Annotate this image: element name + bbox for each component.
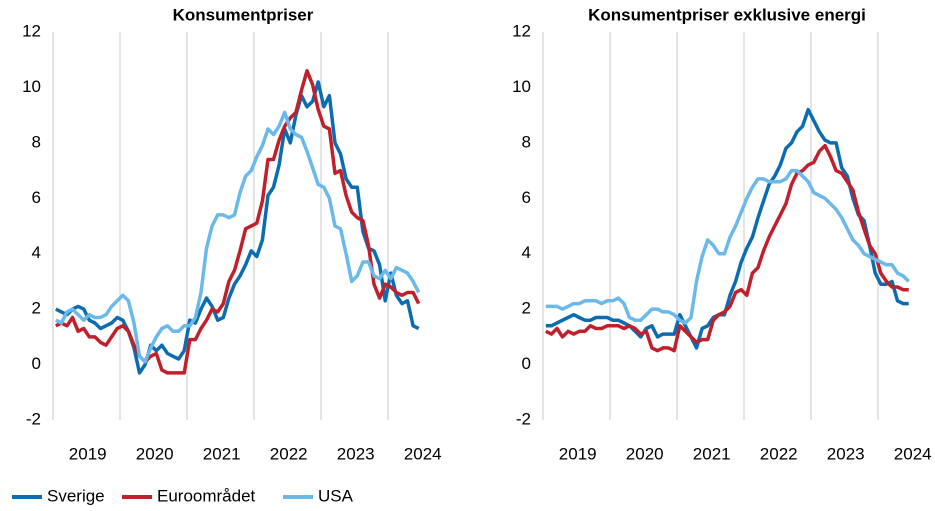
y-tick-label: 2 bbox=[522, 299, 531, 318]
series-line bbox=[55, 110, 421, 364]
legend-label: Sverige bbox=[47, 486, 105, 505]
y-tick-label: 10 bbox=[22, 77, 41, 96]
y-tick-label: 0 bbox=[32, 354, 41, 373]
series-line bbox=[55, 69, 421, 375]
x-tick-label: 2020 bbox=[626, 444, 664, 463]
chart-title: Konsumentpriser exklusive energi bbox=[588, 5, 866, 24]
x-tick-label: 2024 bbox=[894, 444, 932, 463]
x-tick-label: 2019 bbox=[559, 444, 597, 463]
y-tick-label: 10 bbox=[512, 77, 531, 96]
y-tick-label: 6 bbox=[32, 188, 41, 207]
y-tick-label: 6 bbox=[522, 188, 531, 207]
y-tick-label: -2 bbox=[516, 409, 531, 428]
y-tick-label: 12 bbox=[22, 21, 41, 40]
y-tick-label: 8 bbox=[32, 132, 41, 151]
x-tick-label: 2023 bbox=[337, 444, 375, 463]
x-tick-label: 2022 bbox=[760, 444, 798, 463]
y-tick-label: 4 bbox=[522, 243, 531, 262]
x-tick-label: 2023 bbox=[827, 444, 865, 463]
y-tick-label: 12 bbox=[512, 21, 531, 40]
x-tick-label: 2020 bbox=[136, 444, 174, 463]
x-tick-label: 2021 bbox=[203, 444, 241, 463]
legend-label: Euroområdet bbox=[157, 486, 256, 505]
x-tick-label: 2021 bbox=[693, 444, 731, 463]
y-tick-label: 4 bbox=[32, 243, 41, 262]
x-tick-label: 2022 bbox=[270, 444, 308, 463]
series-line bbox=[55, 80, 420, 375]
x-tick-label: 2019 bbox=[69, 444, 107, 463]
y-tick-label: 0 bbox=[522, 354, 531, 373]
series-line bbox=[545, 168, 910, 325]
chart-title: Konsumentpriser bbox=[173, 5, 314, 24]
series-line bbox=[545, 143, 909, 353]
x-tick-label: 2024 bbox=[404, 444, 442, 463]
y-tick-label: 2 bbox=[32, 299, 41, 318]
y-tick-label: 8 bbox=[522, 132, 531, 151]
series-line bbox=[545, 107, 909, 350]
y-tick-label: -2 bbox=[26, 409, 41, 428]
legend-label: USA bbox=[318, 486, 354, 505]
